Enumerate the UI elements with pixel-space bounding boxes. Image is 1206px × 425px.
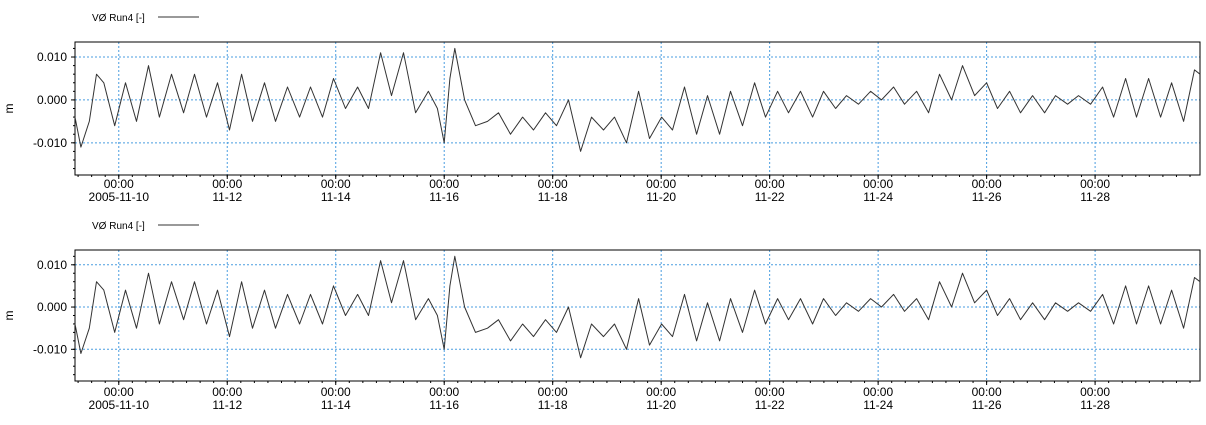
x-tick-time-label: 00:00 [1080, 385, 1110, 399]
x-tick-date-label: 11-12 [212, 190, 242, 204]
y-tick-label: -0.010 [33, 342, 67, 356]
x-tick-date-label: 2005-11-10 [89, 398, 150, 412]
x-tick-time-label: 00:00 [104, 177, 134, 191]
x-tick-date-label: 11-20 [646, 398, 676, 412]
x-tick-time-label: 00:00 [863, 177, 893, 191]
series-line [74, 255, 1201, 359]
legend-label: VØ Run4 [-] [92, 221, 145, 232]
x-tick-time-label: 00:00 [104, 385, 134, 399]
y-axis-label: m [2, 104, 16, 114]
plot-frame [74, 41, 1201, 176]
x-tick-time-label: 00:00 [972, 385, 1002, 399]
plot-frame [74, 249, 1201, 382]
x-tick-date-label: 11-18 [538, 190, 568, 204]
x-tick-time-label: 00:00 [646, 385, 676, 399]
x-tick-time-label: 00:00 [1080, 177, 1110, 191]
x-tick-date-label: 2005-11-10 [89, 190, 150, 204]
x-tick-time-label: 00:00 [646, 177, 676, 191]
x-tick-time-label: 00:00 [429, 177, 459, 191]
chart-panel: VØ Run4 [-]m0.0100.000-0.01000:002005-11… [2, 13, 1201, 204]
x-tick-date-label: 11-22 [755, 190, 785, 204]
x-tick-date-label: 11-24 [863, 190, 893, 204]
x-tick-time-label: 00:00 [755, 177, 785, 191]
x-tick-date-label: 11-14 [321, 398, 351, 412]
x-tick-date-label: 11-16 [429, 398, 459, 412]
x-tick-date-label: 11-26 [972, 398, 1002, 412]
x-tick-time-label: 00:00 [538, 385, 568, 399]
x-tick-date-label: 11-28 [1080, 190, 1110, 204]
x-tick-date-label: 11-16 [429, 190, 459, 204]
legend-label: VØ Run4 [-] [92, 13, 145, 24]
x-tick-time-label: 00:00 [863, 385, 893, 399]
chart-panel: VØ Run4 [-]m0.0100.000-0.01000:002005-11… [2, 221, 1201, 412]
x-tick-time-label: 00:00 [321, 177, 351, 191]
x-tick-date-label: 11-12 [212, 398, 242, 412]
y-tick-label: 0.010 [37, 258, 67, 272]
x-tick-date-label: 11-28 [1080, 398, 1110, 412]
y-tick-label: -0.010 [33, 136, 67, 150]
x-tick-date-label: 11-26 [972, 190, 1002, 204]
x-tick-time-label: 00:00 [212, 385, 242, 399]
x-tick-time-label: 00:00 [538, 177, 568, 191]
x-tick-time-label: 00:00 [212, 177, 242, 191]
y-axis-label: m [2, 311, 16, 321]
x-tick-time-label: 00:00 [321, 385, 351, 399]
y-tick-label: 0.000 [37, 93, 67, 107]
x-tick-time-label: 00:00 [429, 385, 459, 399]
x-tick-date-label: 11-22 [755, 398, 785, 412]
series-line [74, 47, 1201, 152]
x-tick-date-label: 11-18 [538, 398, 568, 412]
x-tick-date-label: 11-14 [321, 190, 351, 204]
y-tick-label: 0.010 [37, 50, 67, 64]
x-tick-date-label: 11-20 [646, 190, 676, 204]
x-tick-date-label: 11-24 [863, 398, 893, 412]
x-tick-time-label: 00:00 [755, 385, 785, 399]
y-tick-label: 0.000 [37, 300, 67, 314]
x-tick-time-label: 00:00 [972, 177, 1002, 191]
